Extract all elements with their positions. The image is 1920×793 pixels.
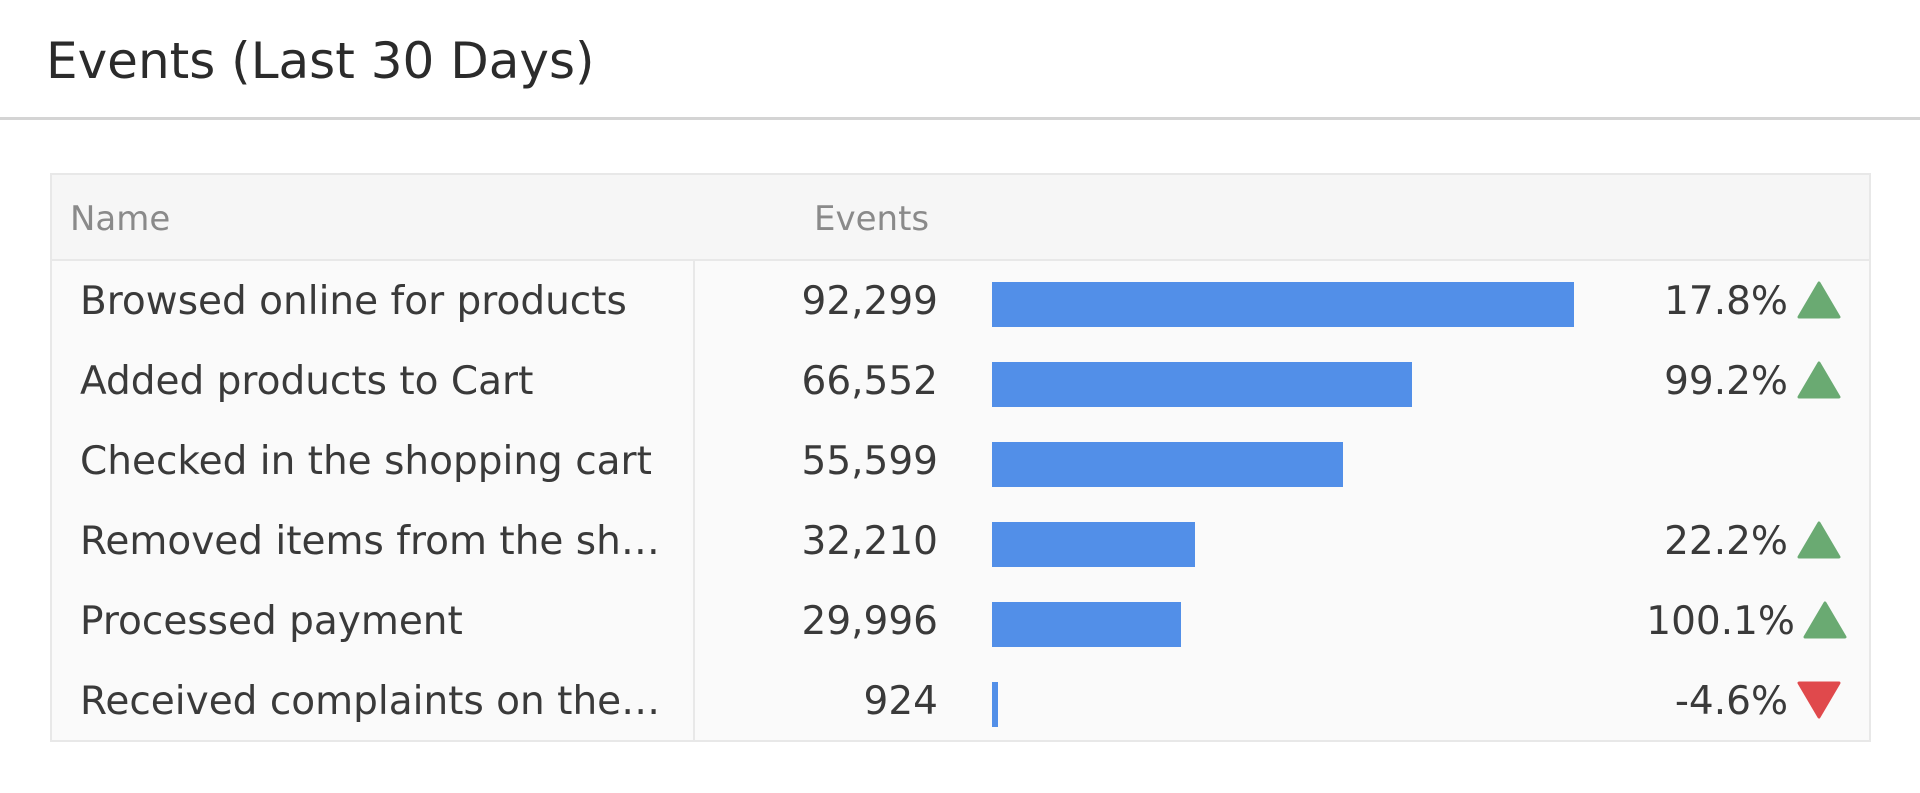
event-name: Processed payment [80,599,463,644]
event-bar [992,362,1412,407]
triangle-up-icon [1797,361,1841,399]
widget-title: Events (Last 30 Days) [46,32,595,90]
table-row[interactable]: Checked in the shopping cart 55,599 [52,421,1869,501]
triangle-up-icon [1797,281,1841,319]
event-count: 924 [863,679,938,724]
change-percent: -4.6% [1674,679,1788,724]
table-row[interactable]: Removed items from the sh… 32,210 22.2% [52,501,1869,581]
event-name: Checked in the shopping cart [80,439,652,484]
change-percent: 100.1% [1646,599,1795,644]
event-count: 55,599 [801,439,938,484]
triangle-down-icon [1797,681,1841,719]
event-bar-track [992,682,1580,727]
table-row[interactable]: Added products to Cart 66,552 99.2% [52,341,1869,421]
event-name: Added products to Cart [80,359,534,404]
event-bar [992,442,1343,487]
event-bar [992,602,1181,647]
change-percent: 99.2% [1664,359,1788,404]
column-divider [693,175,695,740]
widget-header: Events (Last 30 Days) [0,0,1920,120]
triangle-up-icon [1797,521,1841,559]
events-table: Name Events Browsed online for products 9… [50,173,1871,742]
event-bar-track [992,522,1580,567]
column-header-name[interactable]: Name [70,199,171,239]
event-count: 66,552 [801,359,938,404]
event-bar-track [992,602,1580,647]
event-bar [992,522,1195,567]
triangle-up-icon [1803,601,1847,639]
table-header-row: Name Events [52,175,1869,261]
event-name: Received complaints on the … [80,679,670,724]
change-percent: 22.2% [1664,519,1788,564]
event-count: 29,996 [801,599,938,644]
event-bar [992,682,998,727]
event-count: 92,299 [801,279,938,324]
event-bar-track [992,362,1580,407]
event-count: 32,210 [801,519,938,564]
event-bar [992,282,1574,327]
change-percent: 17.8% [1664,279,1788,324]
table-row[interactable]: Processed payment 29,996 100.1% [52,581,1869,661]
event-bar-track [992,282,1580,327]
column-header-events[interactable]: Events [814,199,930,239]
event-name: Browsed online for products [80,279,627,324]
event-bar-track [992,442,1580,487]
table-row[interactable]: Received complaints on the … 924 -4.6% [52,661,1869,741]
event-name: Removed items from the sh… [80,519,660,564]
table-row[interactable]: Browsed online for products 92,299 17.8% [52,261,1869,341]
